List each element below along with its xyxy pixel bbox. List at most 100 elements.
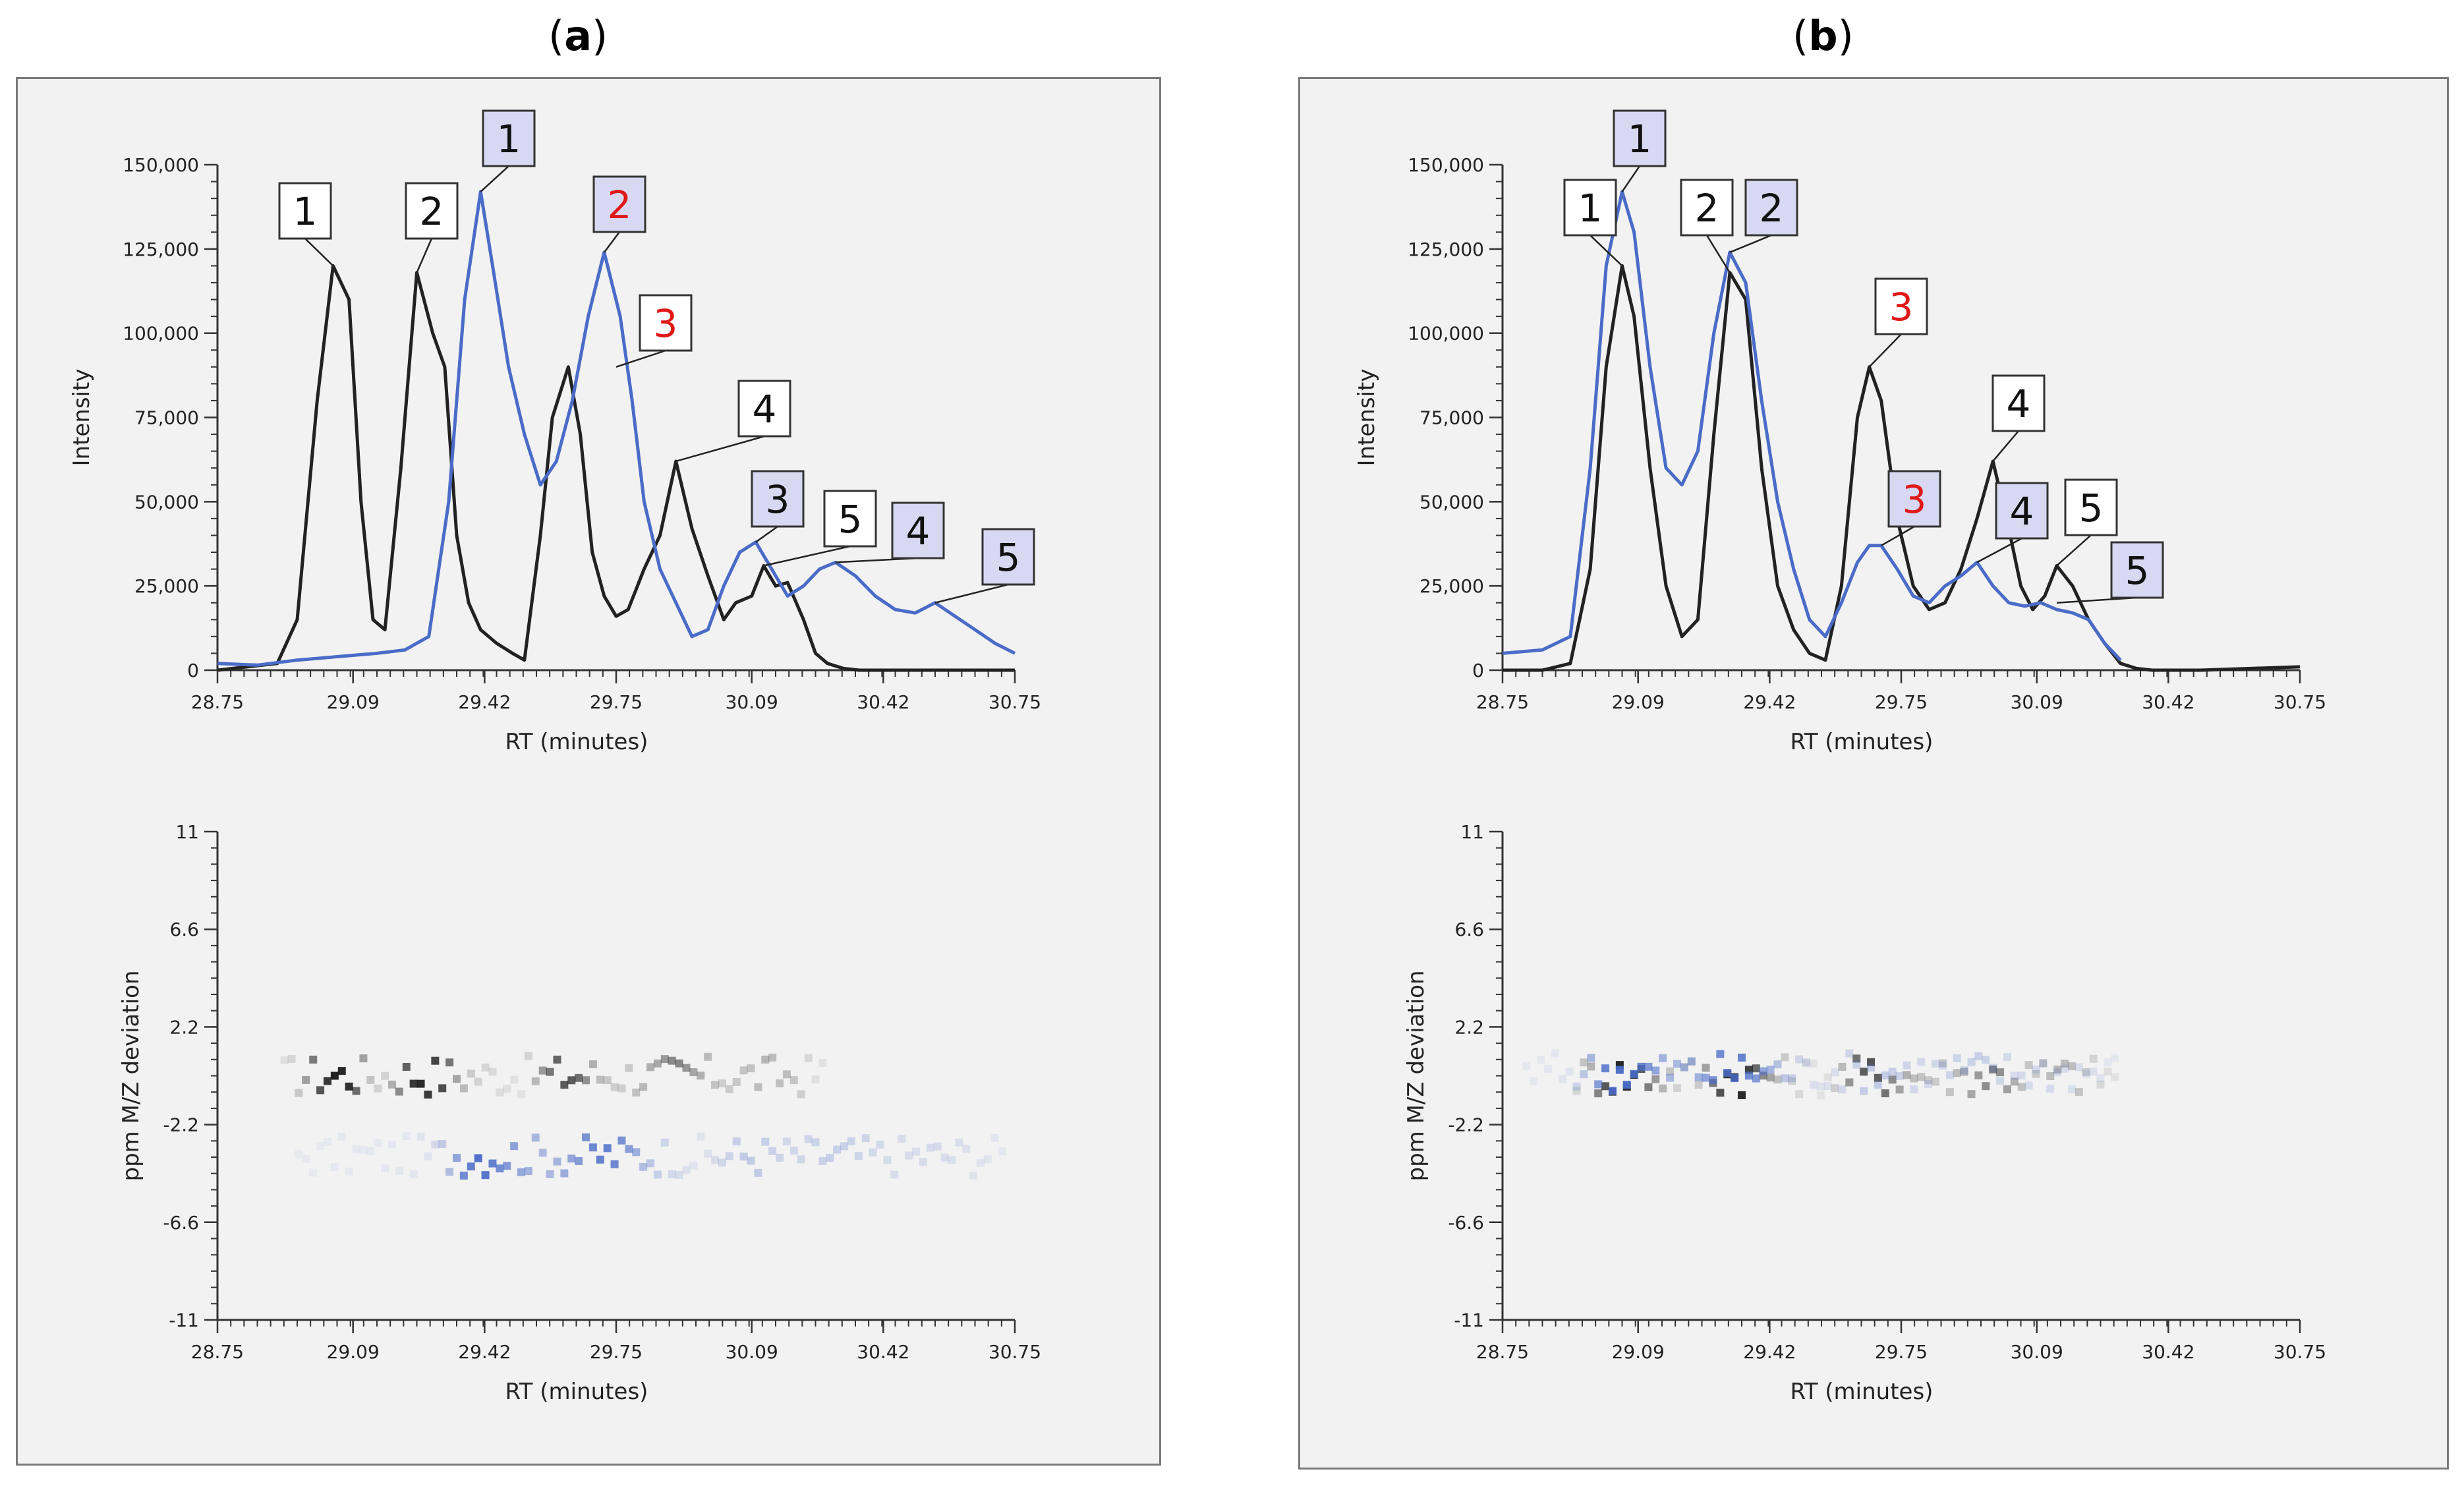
deviation-point [1910,1074,1918,1083]
callout-black-2: 2 [405,182,459,273]
deviation-point [711,1081,720,1089]
deviation-point [610,1160,619,1168]
callout-leader [416,238,433,273]
deviation-point [1622,1081,1631,1089]
deviation-point [754,1083,762,1091]
deviation-point [309,1168,318,1177]
axes-intensity-1: 28.75 29.09 29.42 29.75 30.09 30.42 30.75 0 25,0… [1354,154,2326,755]
deviation-point [474,1154,482,1162]
callout-box [405,182,459,240]
deviation-point [359,1054,368,1063]
y-tick-label: 100,000 [123,323,199,345]
deviation-point [546,1068,554,1076]
deviation-point [739,1066,748,1075]
callout-box [1995,482,2049,540]
deviation-point [854,1152,863,1160]
deviation-point [826,1153,834,1162]
callout-leader [616,349,666,368]
deviation-point [782,1137,791,1146]
x-tick-label: 29.42 [458,691,511,713]
y-tick-label: 75,000 [1419,407,1484,429]
deviation-point [1974,1052,1983,1060]
deviation-point [1551,1049,1559,1058]
callout-blue-1: 1 [1613,109,1667,192]
deviation-point [883,1156,892,1164]
y-tick-label: 11 [1460,821,1484,843]
deviation-point [445,1168,454,1176]
deviation-point [459,1171,468,1180]
callout-box [1744,179,1798,237]
deviation-point [1601,1064,1610,1073]
deviation-point [1881,1071,1889,1079]
panel-title-close: ) [1837,12,1854,60]
deviation-point [811,1138,820,1147]
deviation-point [366,1147,375,1156]
deviation-point [797,1155,805,1164]
y-tick-label: 150,000 [123,154,199,176]
deviation-point [754,1168,762,1177]
deviation-point [424,1152,432,1160]
y-axis-title: Intensity [1354,369,1380,467]
deviation-point [1651,1066,1660,1075]
deviation-point [588,1060,597,1069]
deviation-point [1945,1071,1954,1079]
deviation-point [1630,1070,1638,1078]
deviation-point [617,1136,626,1145]
deviation-point [1888,1075,1897,1084]
deviation-point [467,1162,475,1171]
deviation-point [1852,1054,1861,1063]
deviation-point [1752,1074,1760,1083]
deviation-point [818,1157,827,1165]
deviation-point [689,1068,698,1077]
deviation-point [2010,1077,2019,1086]
deviation-point [1738,1091,1746,1100]
deviation-point [2046,1084,2055,1093]
deviation-point [782,1070,791,1079]
callout-box [981,528,1035,586]
deviation-point [732,1077,741,1086]
callout-label: 5 [838,497,863,542]
deviation-point [1795,1090,1804,1099]
callout-label: 5 [2079,486,2104,530]
deviation-point [689,1161,698,1170]
callout-leader [2056,534,2092,567]
x-tick-label: 30.75 [988,1341,1041,1363]
deviation-point [596,1075,604,1084]
deviation-point [1982,1082,1990,1091]
deviation-point [1996,1077,2005,1085]
deviation-point [2010,1072,2019,1080]
callout-leader [934,583,1009,604]
deviation-point [302,1075,310,1084]
deviation-point [1809,1081,1818,1089]
deviation-point [2032,1070,2040,1078]
x-tick-label: 29.75 [1875,1341,1928,1363]
x-tick-label: 30.09 [2011,691,2063,713]
callout-box [751,470,805,528]
y-tick-label: -11 [169,1309,199,1331]
deviation-point [653,1170,662,1179]
callout-label: 4 [753,387,777,432]
deviation-point [531,1077,540,1085]
deviation-point [1823,1082,1832,1091]
callout-label: 4 [906,509,931,554]
y-tick-label: 100,000 [1408,323,1484,345]
y-tick-label: 50,000 [1419,491,1484,513]
y-axis-title: ppm M/Z deviation [118,970,144,1181]
deviation-point [2067,1062,2076,1071]
deviation-point [352,1145,360,1154]
deviation-point [2003,1053,2011,1062]
deviation-point [488,1159,497,1168]
deviation-point [761,1055,770,1064]
callout-label: 1 [497,117,521,161]
y-tick-label: 6.6 [169,919,199,940]
callout-box [823,490,877,548]
deviation-point [352,1087,360,1095]
x-tick-label: 29.75 [590,1341,643,1363]
panel-title-letter: a [564,12,592,60]
deviation-point [1860,1087,1868,1095]
deviation-point [1888,1068,1897,1076]
deviation-point [1831,1084,1839,1093]
deviation-point [316,1142,325,1151]
x-tick-label: 30.09 [726,1341,778,1363]
deviation-point [1537,1056,1545,1064]
